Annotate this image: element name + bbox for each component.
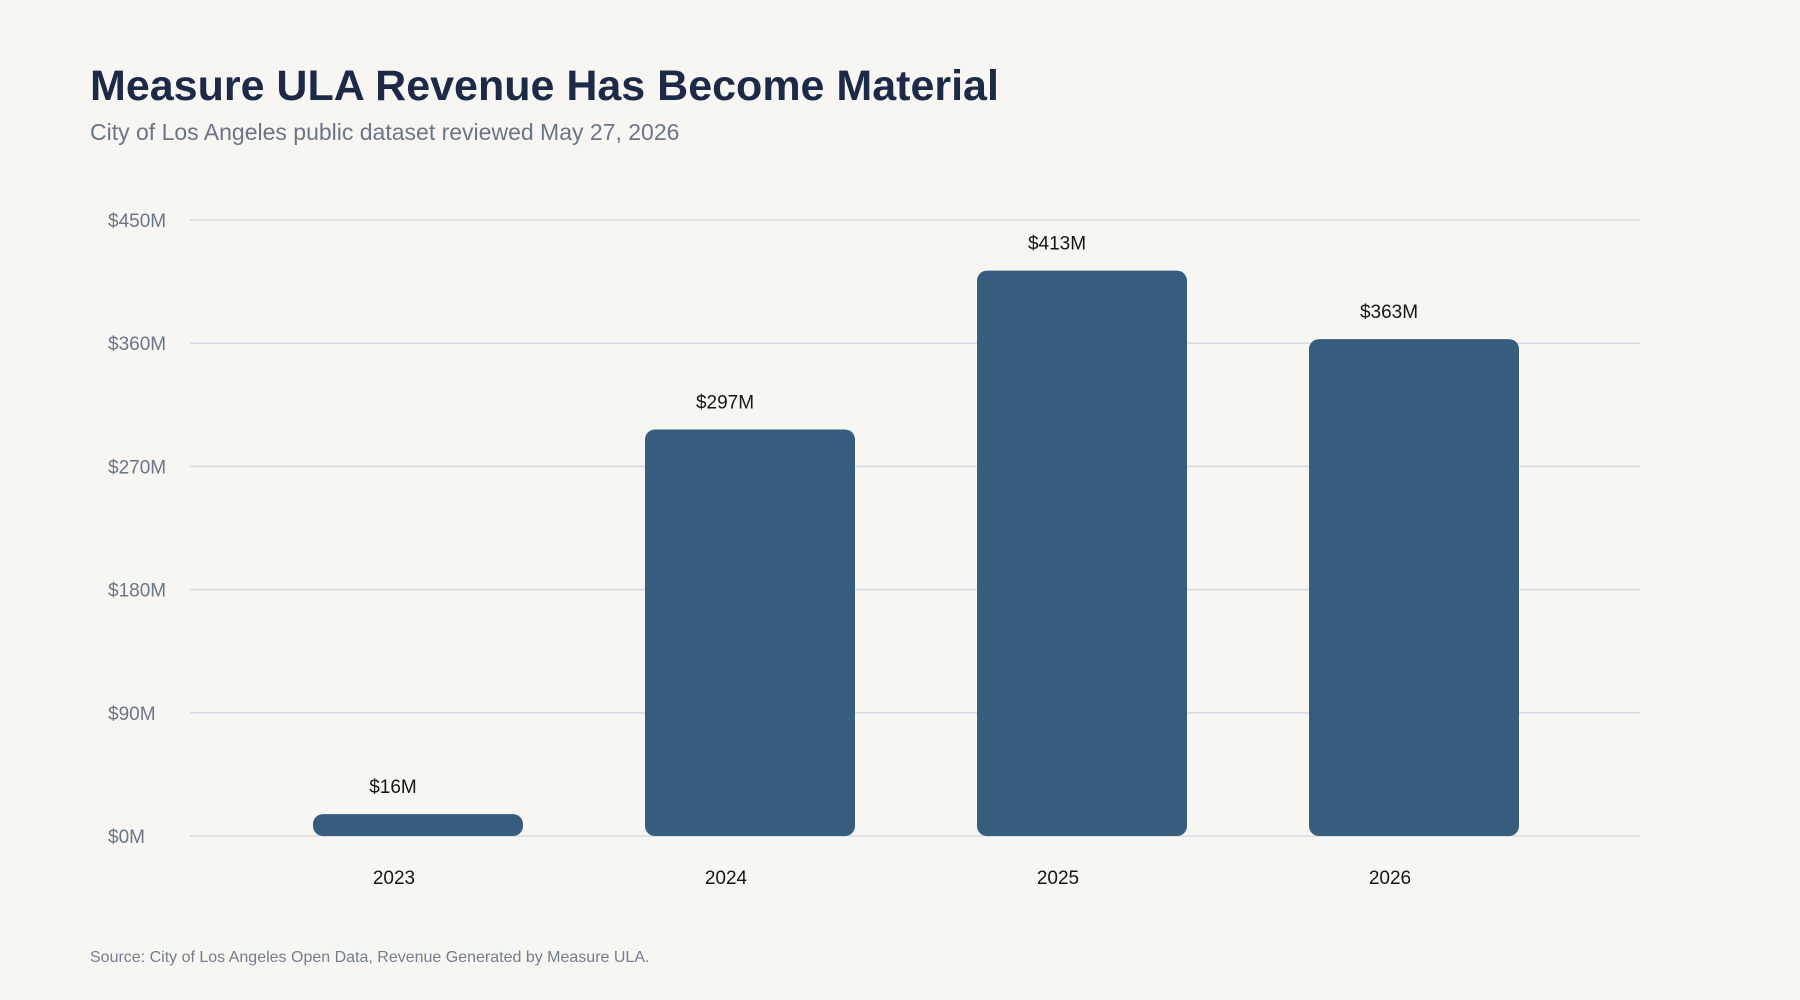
data-labels: $16M $297M $413M $363M <box>369 234 1418 798</box>
bar-2023 <box>313 814 523 836</box>
chart-title: Measure ULA Revenue Has Become Material <box>90 62 999 110</box>
y-axis-ticks: $0M $90M $180M $270M $360M $450M <box>108 211 166 848</box>
x-tick-label-2026: 2026 <box>1369 868 1411 889</box>
bar-2025 <box>977 270 1187 836</box>
y-tick-label: $360M <box>108 334 166 355</box>
y-tick-label: $180M <box>108 581 166 602</box>
data-label-2024: $297M <box>696 392 754 413</box>
y-tick-label: $0M <box>108 827 145 848</box>
data-label-2026: $363M <box>1360 302 1418 323</box>
data-label-2025: $413M <box>1028 234 1086 255</box>
bar-2026 <box>1309 339 1519 836</box>
revenue-bar-chart: $0M $90M $180M $270M $360M $450M $16M $297M $41… <box>108 211 1640 889</box>
x-tick-label-2023: 2023 <box>373 868 415 889</box>
chart-subtitle: City of Los Angeles public dataset revie… <box>90 119 680 145</box>
bar-2024 <box>645 429 855 836</box>
source-note: Source: City of Los Angeles Open Data, R… <box>90 949 650 966</box>
y-tick-label: $450M <box>108 211 166 232</box>
x-tick-label-2024: 2024 <box>705 868 748 889</box>
x-axis-ticks: 2023 2024 2025 2026 <box>373 868 1411 889</box>
bars <box>313 270 1519 836</box>
y-tick-label: $90M <box>108 704 156 725</box>
data-label-2023: $16M <box>369 777 417 798</box>
x-tick-label-2025: 2025 <box>1037 868 1079 889</box>
y-tick-label: $270M <box>108 457 166 478</box>
